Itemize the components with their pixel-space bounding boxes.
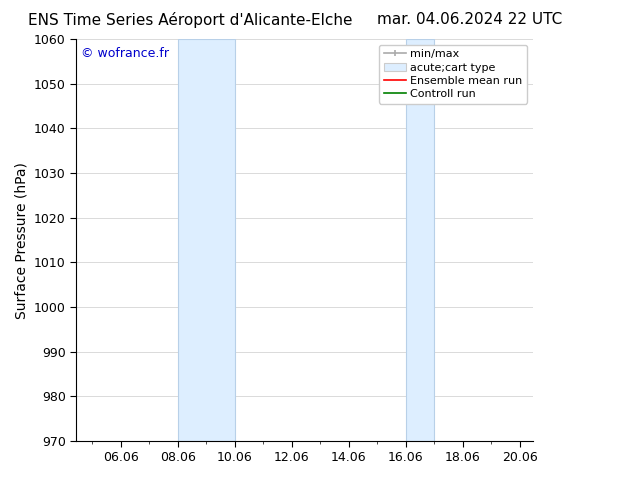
Bar	[406, 39, 434, 441]
Y-axis label: Surface Pressure (hPa): Surface Pressure (hPa)	[14, 162, 29, 318]
Text: mar. 04.06.2024 22 UTC: mar. 04.06.2024 22 UTC	[377, 12, 562, 27]
Text: ENS Time Series Aéroport d'Alicante-Elche: ENS Time Series Aéroport d'Alicante-Elch…	[28, 12, 353, 28]
Text: © wofrance.fr: © wofrance.fr	[81, 47, 169, 60]
Legend: min/max, acute;cart type, Ensemble mean run, Controll run: min/max, acute;cart type, Ensemble mean …	[379, 45, 527, 104]
Bar	[178, 39, 235, 441]
